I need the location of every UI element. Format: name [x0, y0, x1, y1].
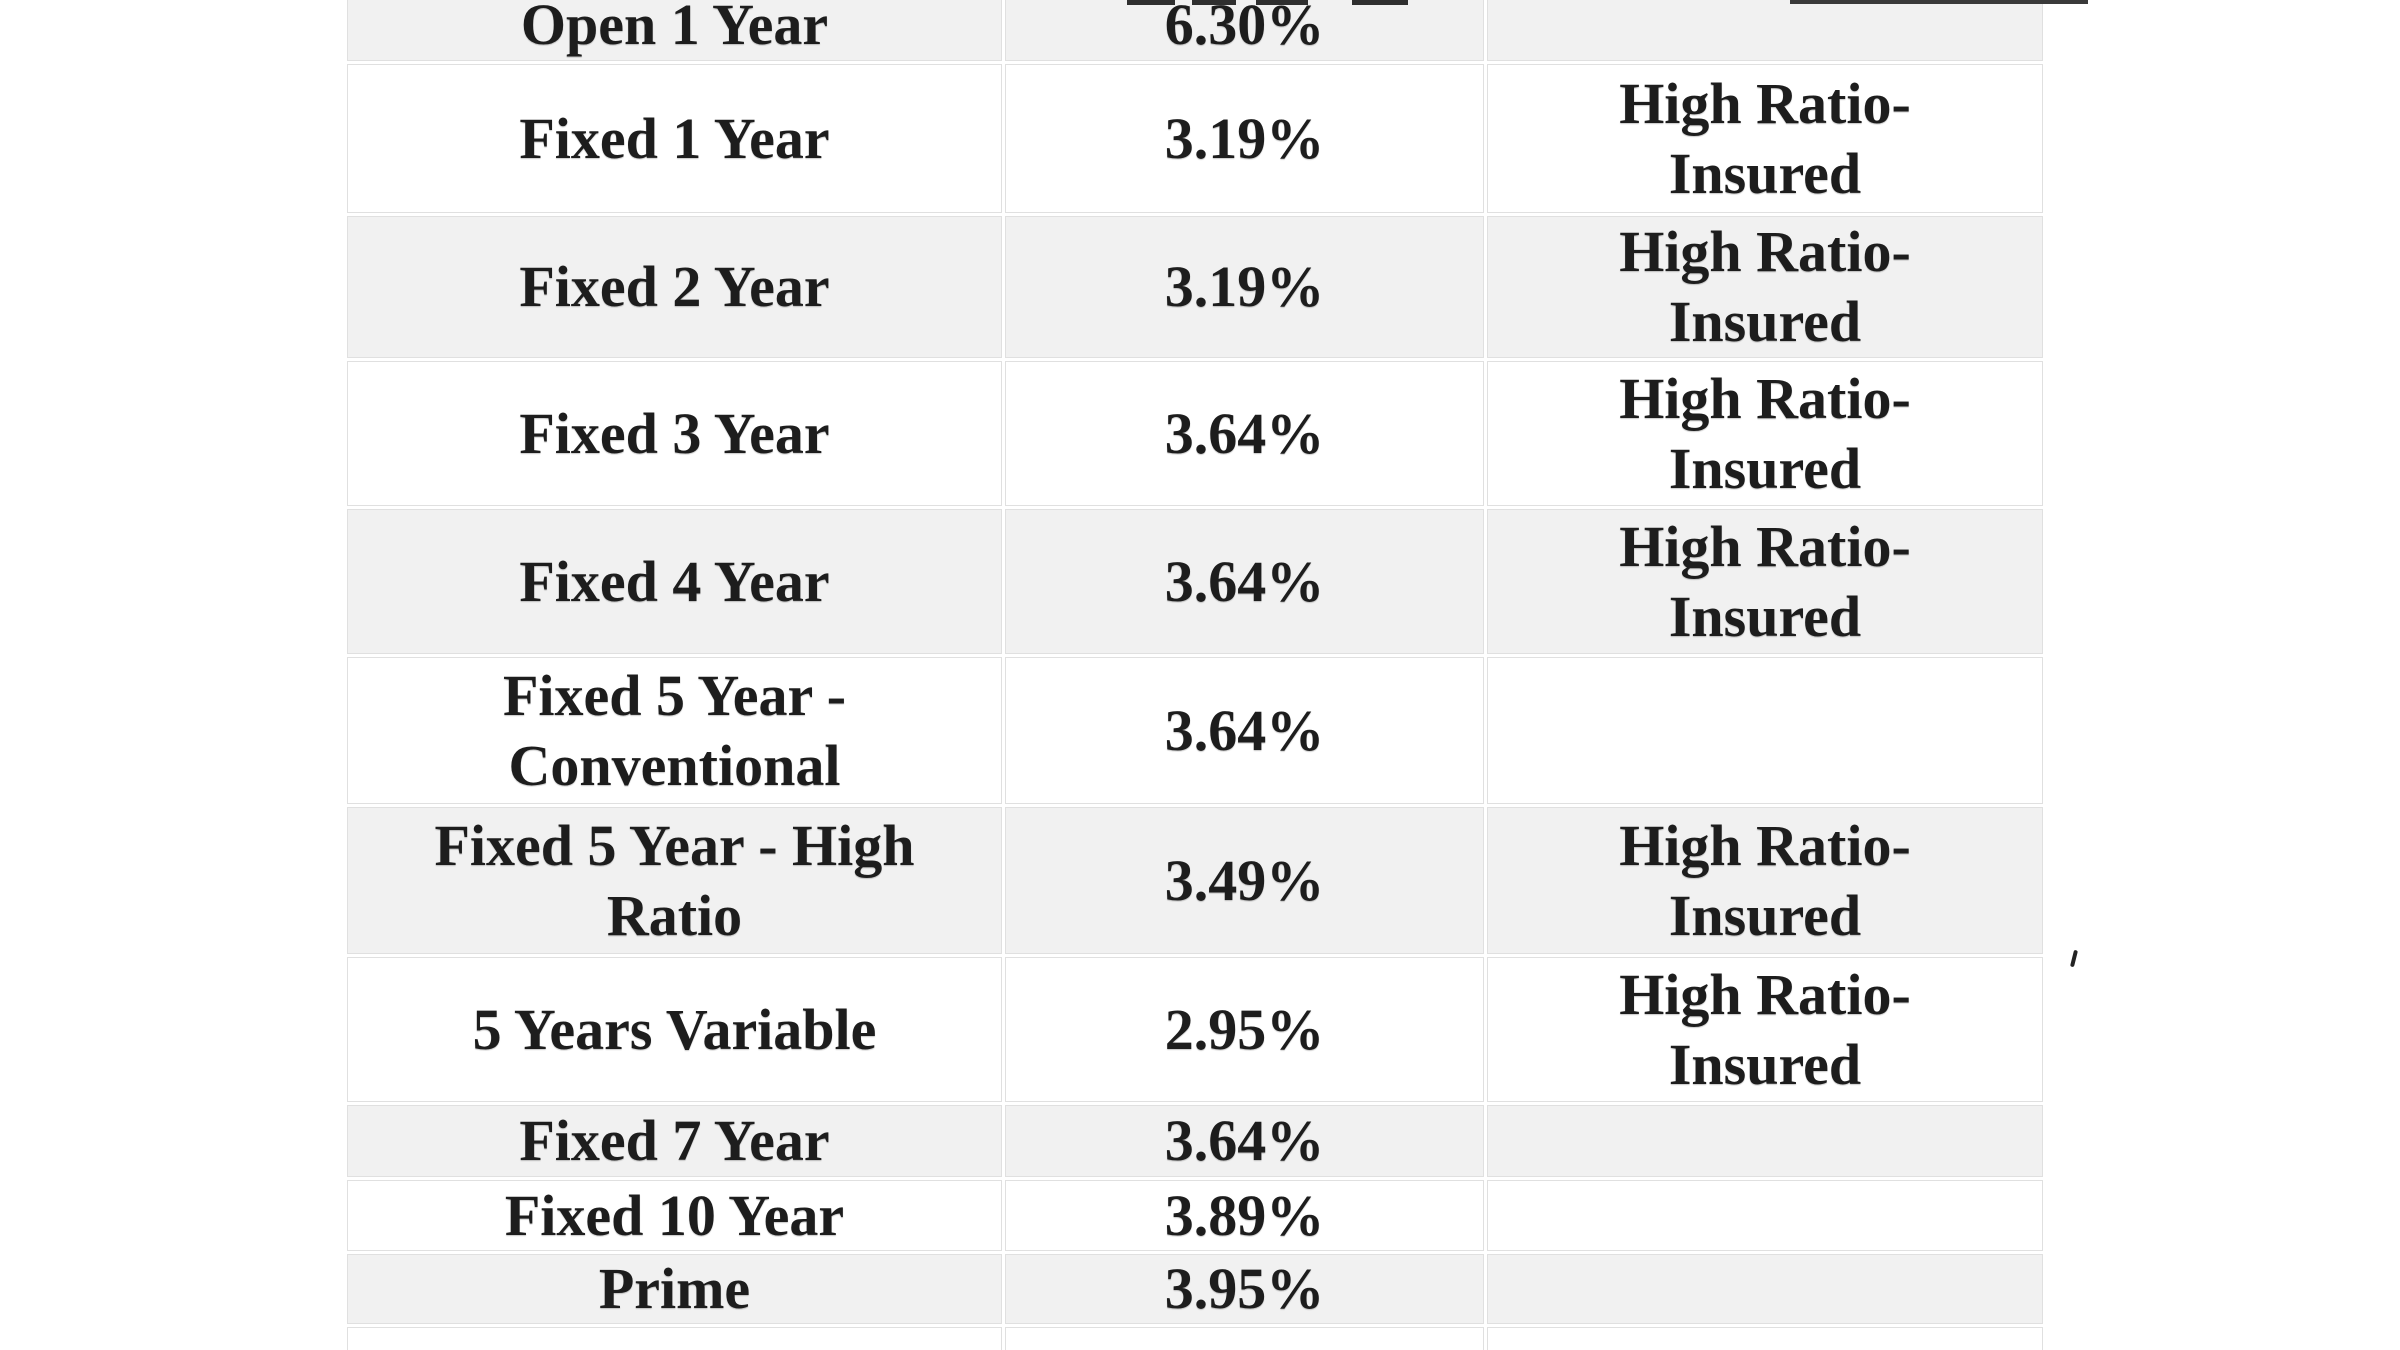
- rate-cell: 3.89%: [1005, 1180, 1484, 1251]
- rate-cell: 2.95%: [1005, 957, 1484, 1102]
- term-cell-text: Fixed 4 Year: [519, 548, 830, 614]
- note-cell: [1487, 1254, 2043, 1324]
- term-cell: Fixed 1 Year: [347, 64, 1002, 213]
- rate-cell-text: 3.64%: [1164, 548, 1325, 614]
- term-cell: Fixed 5 Year - Conventional: [347, 657, 1002, 804]
- note-cell: High Ratio-Insured: [1487, 216, 2043, 358]
- rate-cell: 3.64%: [1005, 361, 1484, 506]
- stray-mark-artifact: [2070, 949, 2078, 968]
- clipped-text-fragment: [1127, 0, 1175, 5]
- term-cell-text: Open 1 Year: [520, 0, 829, 57]
- term-cell-text: Fixed 2 Year: [519, 254, 830, 319]
- term-cell: Fixed 7 Year: [347, 1105, 1002, 1177]
- rate-cell: 6.30%: [1005, 0, 1484, 61]
- term-cell: Fixed 10 Year: [347, 1180, 1002, 1251]
- note-cell: High Ratio-Insured: [1487, 361, 2043, 506]
- term-cell: Fixed 3 Year: [347, 361, 1002, 506]
- clipped-text-fragment: [1256, 0, 1308, 5]
- note-cell-text: High Ratio-Insured: [1619, 961, 1911, 1097]
- term-cell: [347, 1327, 1002, 1350]
- term-cell: Fixed 2 Year: [347, 216, 1002, 358]
- rate-cell: 3.64%: [1005, 657, 1484, 804]
- mortgage-rate-table: Open 1 Year 6.30% Fixed 1 Year 3.19% High Ra…: [347, 0, 2047, 1350]
- term-cell: Fixed 4 Year: [347, 509, 1002, 654]
- term-cell: Open 1 Year: [347, 0, 1002, 61]
- term-cell: 5 Years Variable: [347, 957, 1002, 1102]
- rate-cell-text: 3.64%: [1164, 1108, 1325, 1173]
- note-cell: [1487, 657, 2043, 804]
- note-cell-text: High Ratio-Insured: [1619, 70, 1911, 206]
- clipped-text-fragment: [1192, 0, 1236, 5]
- note-cell: High Ratio-Insured: [1487, 807, 2043, 954]
- rate-cell-text: 3.89%: [1164, 1182, 1325, 1248]
- rate-cell-text: 3.64%: [1164, 400, 1325, 466]
- rate-cell-text: 3.19%: [1164, 254, 1325, 319]
- note-cell: High Ratio-Insured: [1487, 957, 2043, 1102]
- rate-cell: [1005, 1327, 1484, 1350]
- note-cell-text: High Ratio-Insured: [1619, 513, 1911, 649]
- rate-cell-text: 3.64%: [1164, 697, 1325, 763]
- term-cell-text: Fixed 1 Year: [519, 105, 830, 171]
- term-cell-text: Fixed 3 Year: [519, 400, 830, 466]
- rate-cell-text: 3.19%: [1164, 105, 1325, 171]
- note-cell: High Ratio-Insured: [1487, 64, 2043, 213]
- note-cell-text: High Ratio-Insured: [1619, 219, 1911, 354]
- rate-cell-text: 3.95%: [1164, 1256, 1325, 1321]
- term-cell-text: Fixed 10 Year: [504, 1182, 845, 1248]
- rate-cell: 3.19%: [1005, 64, 1484, 213]
- term-cell: Fixed 5 Year - High Ratio: [347, 807, 1002, 954]
- rate-cell-text: 6.30%: [1164, 0, 1325, 57]
- term-cell-text: Fixed 5 Year - High Ratio: [434, 812, 915, 948]
- rate-cell: 3.64%: [1005, 1105, 1484, 1177]
- rate-cell: 3.95%: [1005, 1254, 1484, 1324]
- note-cell-text: High Ratio-Insured: [1619, 365, 1911, 501]
- clipped-text-fragment: [1352, 0, 1408, 5]
- rate-cell: 3.49%: [1005, 807, 1484, 954]
- note-cell: High Ratio-Insured: [1487, 509, 2043, 654]
- clipped-text-fragment: [1790, 0, 2088, 4]
- note-cell: [1487, 1105, 2043, 1177]
- term-cell: Prime: [347, 1254, 1002, 1324]
- term-cell-text: Fixed 5 Year - Conventional: [502, 662, 847, 798]
- rate-cell-text: 3.49%: [1164, 847, 1325, 913]
- rate-cell: 3.64%: [1005, 509, 1484, 654]
- rate-cell-text: 2.95%: [1164, 996, 1325, 1062]
- rate-cell: 3.19%: [1005, 216, 1484, 358]
- term-cell-text: 5 Years Variable: [472, 996, 877, 1062]
- note-cell: [1487, 1327, 2043, 1350]
- note-cell: [1487, 0, 2043, 61]
- term-cell-text: Prime: [598, 1256, 751, 1321]
- term-cell-text: Fixed 7 Year: [519, 1108, 830, 1173]
- note-cell-text: High Ratio-Insured: [1619, 812, 1911, 948]
- note-cell: [1487, 1180, 2043, 1251]
